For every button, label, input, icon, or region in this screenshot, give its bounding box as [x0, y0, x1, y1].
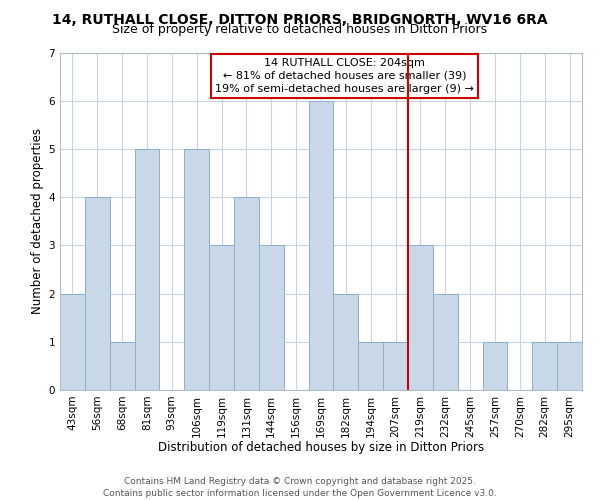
Text: Size of property relative to detached houses in Ditton Priors: Size of property relative to detached ho… — [112, 22, 488, 36]
Text: Contains HM Land Registry data © Crown copyright and database right 2025.
Contai: Contains HM Land Registry data © Crown c… — [103, 476, 497, 498]
Bar — [134, 149, 160, 390]
Bar — [482, 342, 508, 390]
X-axis label: Distribution of detached houses by size in Ditton Priors: Distribution of detached houses by size … — [158, 441, 484, 454]
Bar — [85, 197, 110, 390]
Bar — [383, 342, 408, 390]
Bar — [234, 197, 259, 390]
Bar — [433, 294, 458, 390]
Bar — [259, 246, 284, 390]
Text: 14, RUTHALL CLOSE, DITTON PRIORS, BRIDGNORTH, WV16 6RA: 14, RUTHALL CLOSE, DITTON PRIORS, BRIDGN… — [52, 12, 548, 26]
Bar — [110, 342, 134, 390]
Bar — [60, 294, 85, 390]
Bar — [334, 294, 358, 390]
Y-axis label: Number of detached properties: Number of detached properties — [31, 128, 44, 314]
Text: 14 RUTHALL CLOSE: 204sqm
← 81% of detached houses are smaller (39)
19% of semi-d: 14 RUTHALL CLOSE: 204sqm ← 81% of detach… — [215, 58, 474, 94]
Bar — [184, 149, 209, 390]
Bar — [532, 342, 557, 390]
Bar — [209, 246, 234, 390]
Bar — [358, 342, 383, 390]
Bar — [557, 342, 582, 390]
Bar — [308, 100, 334, 390]
Bar — [408, 246, 433, 390]
